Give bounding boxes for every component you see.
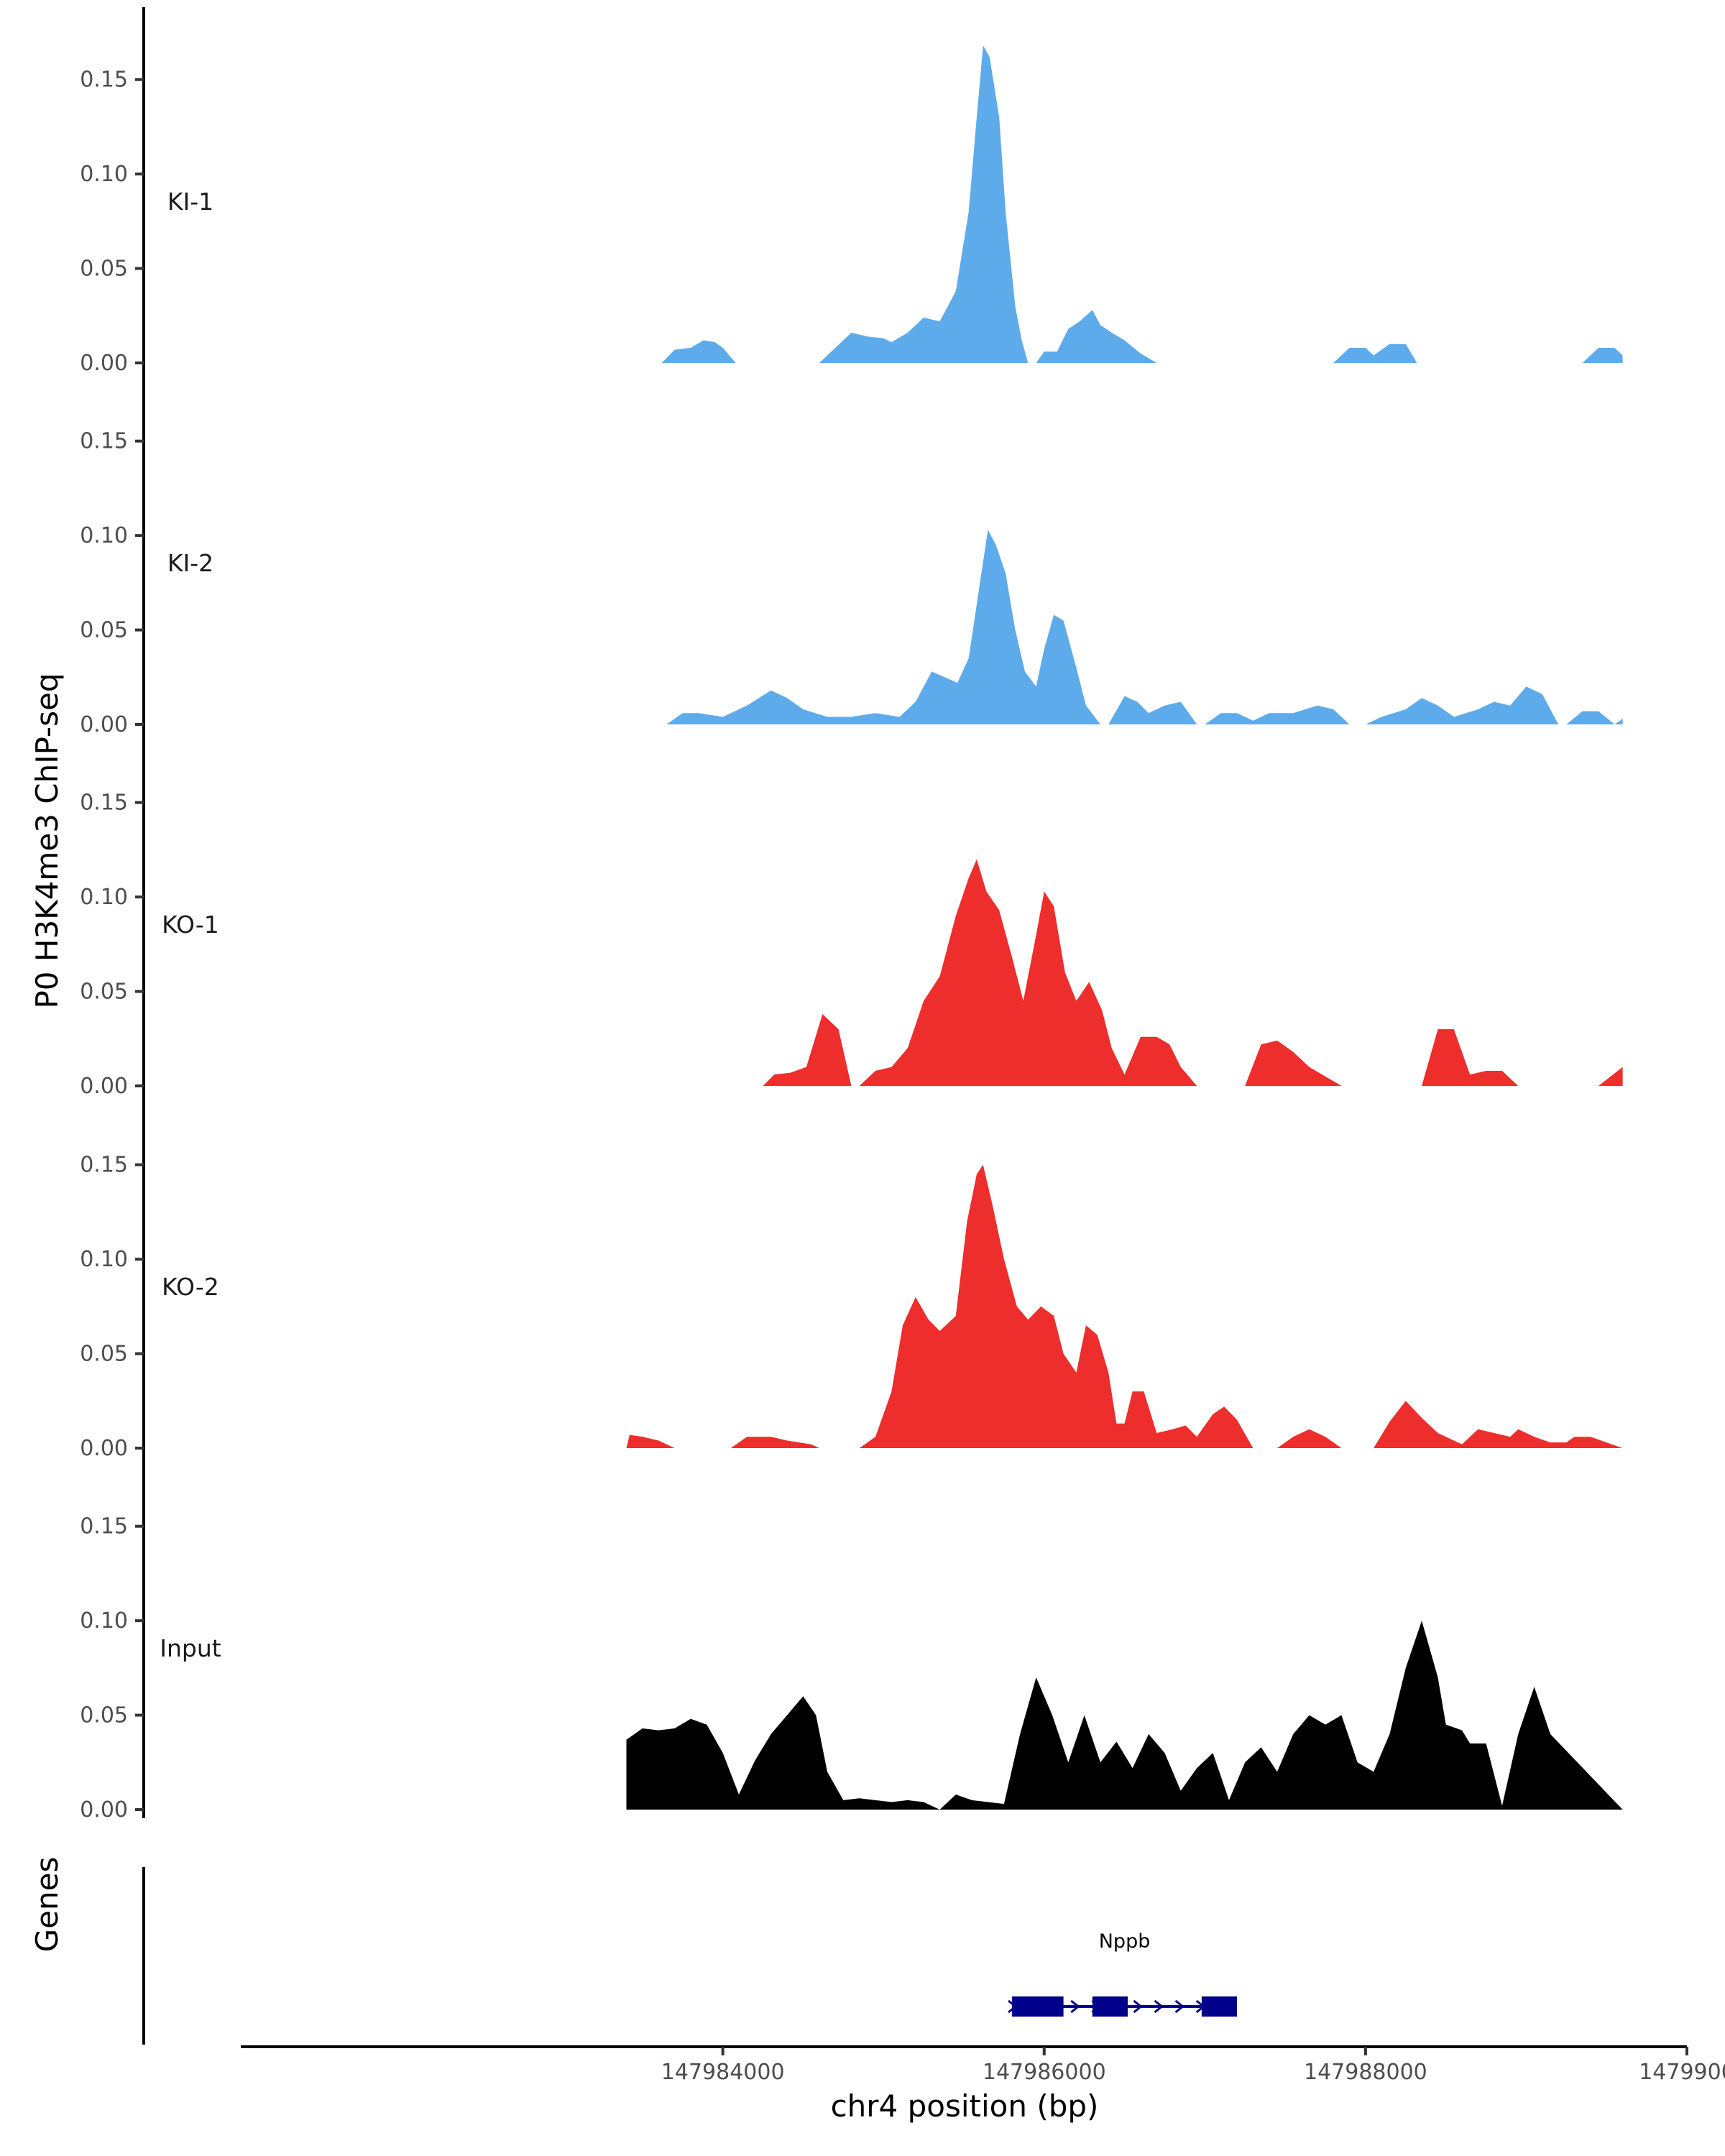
- y-tick-label: 0.00: [80, 1436, 128, 1461]
- signal-area: [763, 1014, 852, 1086]
- x-tick-label: 147988000: [1304, 2060, 1427, 2085]
- strand-arrow: [1133, 1999, 1143, 2014]
- signal-area: [1333, 344, 1417, 363]
- gene-track: Nppb: [142, 1867, 1238, 2045]
- y-tick-label: 0.15: [80, 1514, 128, 1539]
- signal-area: [859, 859, 1197, 1086]
- track-label: KO-2: [162, 1273, 219, 1301]
- y-tick-label: 0.05: [80, 618, 128, 643]
- signal-area: [1566, 711, 1623, 724]
- track-label: KI-1: [167, 188, 213, 216]
- track-ko-1: 0.00 0.05 0.10 0.15 KO-1: [80, 730, 1623, 1099]
- signal-area: [661, 340, 736, 363]
- signal-area: [626, 1621, 1623, 1810]
- signal-area: [730, 1437, 819, 1448]
- y-tick-label: 0.15: [80, 429, 128, 454]
- x-axis-title: chr4 position (bp): [831, 2088, 1099, 2124]
- y-tick-label: 0.05: [80, 980, 128, 1005]
- y-axis-title-text: P0 H3K4me3 ChIP-seq: [29, 673, 65, 1008]
- x-axis: 147984000 147986000 147988000 1479900: [241, 2045, 1725, 2085]
- track-ki-1: 0.00 0.05 0.10 0.15 KI-1: [80, 7, 1623, 376]
- track-label: Input: [160, 1634, 221, 1662]
- tracks: 0.00 0.05 0.10 0.15 KI-1 0.00 0.05 0.10 0.15 KI-2…: [80, 7, 1623, 1823]
- strand-arrow: [1174, 1999, 1184, 2014]
- y-tick-label: 0.00: [80, 1074, 128, 1099]
- signal-area: [626, 1434, 675, 1448]
- x-tick-label: 147984000: [661, 2060, 785, 2085]
- y-tick-label: 0.05: [80, 1703, 128, 1728]
- signal-area: [1108, 696, 1197, 724]
- y-tick-label: 0.10: [80, 523, 128, 548]
- y-tick-label: 0.10: [80, 1247, 128, 1272]
- signal-area: [859, 1164, 1254, 1448]
- y-axis-title: P0 H3K4me3 ChIP-seq: [29, 673, 65, 1008]
- track-ki-2: 0.00 0.05 0.10 0.15 KI-2: [80, 369, 1623, 737]
- gene-exon: [1012, 1996, 1064, 2017]
- y-tick-label: 0.10: [80, 885, 128, 910]
- y-tick-label: 0.00: [80, 712, 128, 737]
- signal-area: [1205, 705, 1350, 724]
- signal-area: [1365, 686, 1559, 724]
- signal-area: [819, 45, 1029, 364]
- gene-exon: [1092, 1996, 1128, 2017]
- track-label: KO-1: [162, 911, 219, 939]
- y-tick-label: 0.00: [80, 1797, 128, 1823]
- gene-nppb: Nppb: [1008, 1930, 1238, 2017]
- y-tick-label: 0.05: [80, 257, 128, 282]
- y-tick-label: 0.15: [80, 68, 128, 93]
- track-label: KI-2: [167, 549, 213, 577]
- track-input: 0.00 0.05 0.10 0.15 Input: [80, 1454, 1623, 1823]
- genes-title-text: Genes: [29, 1857, 65, 1953]
- y-tick-label: 0.15: [80, 1153, 128, 1178]
- genes-axis-title: Genes: [29, 1857, 65, 1953]
- y-tick-label: 0.10: [80, 162, 128, 187]
- strand-arrow: [1154, 1999, 1164, 2014]
- gene-name-label: Nppb: [1099, 1930, 1151, 1953]
- signal-area: [1598, 1067, 1623, 1086]
- y-tick-label: 0.15: [80, 791, 128, 816]
- signal-area: [1036, 310, 1157, 363]
- y-tick-label: 0.00: [80, 351, 128, 376]
- x-tick-label: 147986000: [983, 2060, 1106, 2085]
- y-tick-label: 0.05: [80, 1342, 128, 1367]
- signal-area: [1374, 1401, 1623, 1448]
- x-tick-label: 1479900: [1639, 2060, 1725, 2085]
- signal-area: [666, 530, 1100, 724]
- signal-area: [1582, 348, 1623, 363]
- y-tick-label: 0.10: [80, 1608, 128, 1634]
- signal-area: [1422, 1029, 1519, 1086]
- strand-arrow: [1070, 1999, 1080, 2014]
- gene-exon: [1201, 1996, 1238, 2017]
- track-ko-2: 0.00 0.05 0.10 0.15 KO-2: [80, 1092, 1623, 1461]
- signal-area: [1276, 1429, 1342, 1448]
- signal-area: [1245, 1040, 1342, 1086]
